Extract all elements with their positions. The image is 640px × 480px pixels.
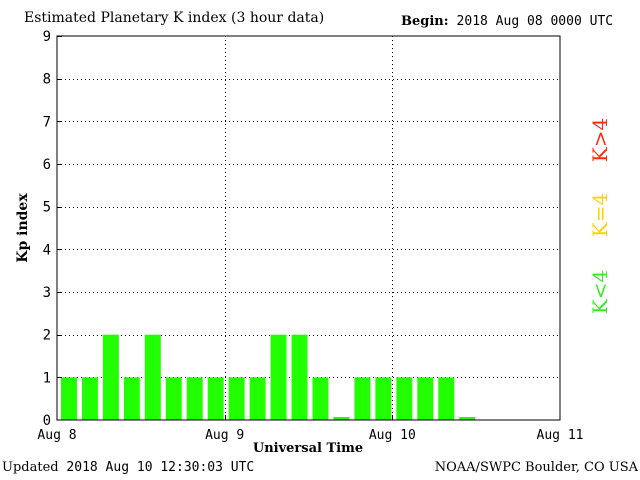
kp-bar-5 [165, 377, 182, 420]
x-axis-label: Universal Time [253, 441, 363, 456]
y-tick-label: 9 [43, 29, 51, 45]
tick-labels: 0 1 2 3 4 5 6 7 8 9 Aug 8 Aug 9 Aug 10 Aug 11 [37, 29, 583, 443]
updated-label: Updated [2, 460, 59, 475]
updated-value: 2018 Aug 10 12:30:03 UTC [66, 460, 255, 475]
kp-bar-13 [333, 417, 350, 420]
x-tick-label: Aug 8 [37, 428, 76, 443]
kp-bar-17 [417, 377, 434, 420]
grid-lines [57, 36, 560, 420]
x-tick-label: Aug 11 [537, 428, 584, 443]
legend-item: K<4 [588, 270, 612, 314]
x-tick-label: Aug 10 [369, 428, 416, 443]
kp-bar-11 [291, 334, 308, 420]
y-tick-label: 1 [43, 370, 51, 386]
chart-title: Estimated Planetary K index (3 hour data… [24, 10, 325, 26]
y-tick-label: 6 [43, 157, 51, 173]
begin-date: 2018 Aug 08 0000 UTC [456, 14, 614, 29]
kp-bar-16 [396, 377, 413, 420]
y-tick-label: 4 [43, 242, 51, 258]
legend-item: K=4 [588, 193, 612, 237]
kp-bar-18 [438, 377, 455, 420]
begin-info: Begin: 2018 Aug 08 0000 UTC [401, 15, 613, 28]
y-axis-label: Kp index [15, 193, 31, 263]
y-tick-label: 7 [43, 114, 51, 130]
plot-frame [56, 35, 561, 421]
kp-bar-19 [459, 417, 476, 420]
y-tick-label: 8 [43, 72, 51, 88]
kp-bar-3 [123, 377, 140, 420]
credit-text: NOAA/SWPC Boulder, CO USA [434, 460, 638, 475]
y-tick-label: 5 [43, 200, 51, 216]
x-tick-label: Aug 9 [205, 428, 244, 443]
kp-bar-8 [228, 377, 245, 420]
kp-bar-10 [270, 334, 287, 420]
kp-bar-2 [102, 334, 119, 420]
kp-bar-6 [186, 377, 203, 420]
y-tick-label: 3 [43, 285, 51, 301]
y-tick-label: 2 [43, 328, 51, 344]
updated-info: Updated 2018 Aug 10 12:30:03 UTC [2, 461, 254, 474]
kp-bar-9 [249, 377, 266, 420]
kp-bar-15 [375, 377, 392, 420]
kp-bar-12 [312, 377, 329, 420]
legend: K>4 K=4 K<4 [588, 118, 612, 314]
bars [61, 334, 476, 420]
kp-bar-0 [61, 377, 77, 420]
kp-bar-7 [207, 377, 224, 420]
begin-label: Begin: [401, 14, 449, 29]
kp-bar-1 [81, 377, 98, 420]
legend-item: K>4 [588, 118, 612, 162]
y-tick-label: 0 [43, 413, 51, 429]
kp-bar-14 [354, 377, 371, 420]
kp-bar-4 [144, 334, 161, 420]
